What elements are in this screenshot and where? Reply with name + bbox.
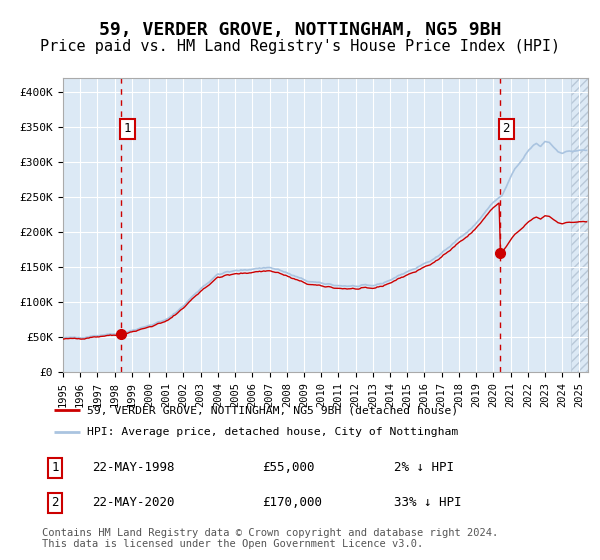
Text: 2: 2 (52, 496, 59, 509)
Text: 59, VERDER GROVE, NOTTINGHAM, NG5 9BH: 59, VERDER GROVE, NOTTINGHAM, NG5 9BH (99, 21, 501, 39)
Polygon shape (571, 71, 590, 372)
Text: 22-MAY-2020: 22-MAY-2020 (92, 496, 175, 509)
Text: 59, VERDER GROVE, NOTTINGHAM, NG5 9BH (detached house): 59, VERDER GROVE, NOTTINGHAM, NG5 9BH (d… (86, 405, 458, 416)
Text: £170,000: £170,000 (263, 496, 323, 509)
Text: £55,000: £55,000 (263, 461, 315, 474)
Text: 1: 1 (52, 461, 59, 474)
Text: 1: 1 (124, 122, 131, 136)
Text: HPI: Average price, detached house, City of Nottingham: HPI: Average price, detached house, City… (86, 427, 458, 437)
Text: 33% ↓ HPI: 33% ↓ HPI (394, 496, 461, 509)
Text: 22-MAY-1998: 22-MAY-1998 (92, 461, 175, 474)
Text: 2: 2 (502, 122, 510, 136)
Text: 2% ↓ HPI: 2% ↓ HPI (394, 461, 454, 474)
Text: Price paid vs. HM Land Registry's House Price Index (HPI): Price paid vs. HM Land Registry's House … (40, 39, 560, 54)
Text: Contains HM Land Registry data © Crown copyright and database right 2024.
This d: Contains HM Land Registry data © Crown c… (42, 528, 498, 549)
